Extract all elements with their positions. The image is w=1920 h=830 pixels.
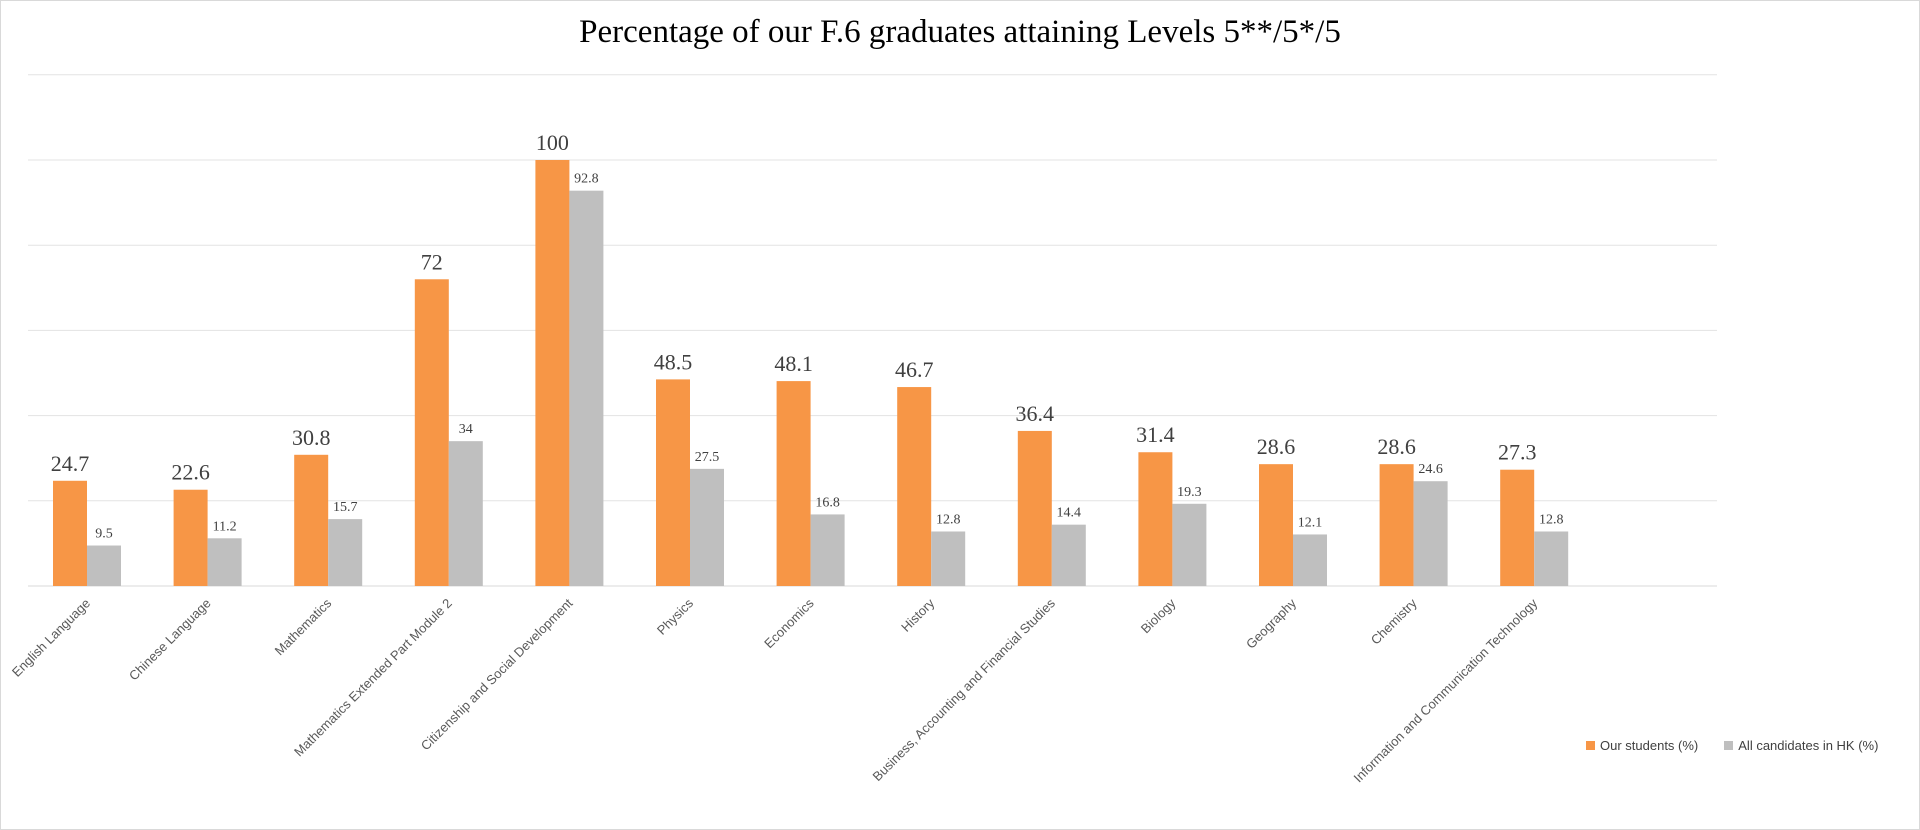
data-label-our-students: 72 [421,249,443,274]
category-label: English Language [9,596,93,680]
bar-our-students [1017,430,1052,586]
data-label-all-candidates: 34 [459,422,473,437]
bar-our-students [294,454,329,586]
data-label-all-candidates: 12.8 [1539,512,1564,527]
data-label-our-students: 24.7 [51,451,90,476]
data-label-all-candidates: 12.1 [1298,515,1323,530]
data-label-our-students: 30.8 [292,425,331,450]
category-label: Geography [1243,595,1299,651]
data-label-our-students: 46.7 [895,357,934,382]
bar-our-students [53,480,87,586]
data-label-our-students: 28.6 [1257,434,1296,459]
bar-our-students [656,379,690,586]
bar-our-students [414,279,449,586]
category-label: History [898,595,938,635]
bar-all-candidates [1413,481,1448,586]
bar-all-candidates [690,468,724,586]
data-label-all-candidates: 12.8 [936,512,961,527]
bar-all-candidates [1051,524,1086,586]
bar-all-candidates [569,190,604,586]
category-labels: English Language Chinese Language Mathemat… [9,595,1541,785]
legend-swatch-orange [1586,741,1595,750]
data-label-all-candidates: 24.6 [1418,462,1443,477]
category-label: Mathematics [272,595,335,658]
bars [53,160,1569,586]
legend-label: Our students (%) [1600,738,1699,753]
data-label-all-candidates: 11.2 [213,519,237,534]
bar-all-candidates [328,519,363,586]
bar-our-students [1500,469,1535,586]
bar-our-students [1259,464,1293,586]
data-label-our-students: 28.6 [1377,434,1416,459]
category-label: Chemistry [1368,595,1420,647]
legend: Our students (%) All candidates in HK (%… [1586,738,1904,753]
bar-all-candidates [1172,503,1207,586]
data-label-our-students: 100 [536,130,569,155]
legend-label: All candidates in HK (%) [1738,738,1879,753]
bar-all-candidates [931,531,966,586]
data-labels: 24.7 9.5 22.6 11.2 30.8 15.7 72 34 100 92.8 48.5 27… [51,130,1564,542]
bar-our-students [897,387,932,586]
legend-item-our-students: Our students (%) [1586,738,1698,753]
category-label: Economics [761,595,817,651]
bar-all-candidates [87,545,121,586]
bar-our-students [1379,464,1414,586]
bar-our-students [1138,452,1173,586]
data-label-our-students: 36.4 [1016,401,1055,426]
bar-all-candidates [810,514,845,586]
data-label-all-candidates: 27.5 [695,450,720,465]
data-label-our-students: 27.3 [1498,440,1537,465]
data-label-our-students: 48.1 [774,351,813,376]
data-label-all-candidates: 9.5 [95,527,113,542]
data-label-our-students: 31.4 [1136,422,1175,447]
category-label: Chinese Language [126,596,214,684]
legend-item-all-candidates: All candidates in HK (%) [1724,738,1878,753]
category-label: Physics [654,595,697,638]
data-label-all-candidates: 15.7 [333,500,358,515]
data-label-our-students: 48.5 [654,349,693,374]
bar-all-candidates [1293,534,1327,586]
gridlines [28,74,1717,587]
bar-all-candidates [448,441,483,586]
bar-our-students [776,381,811,586]
bar-our-students [535,160,570,586]
data-label-our-students: 22.6 [171,460,210,485]
data-label-all-candidates: 14.4 [1057,506,1082,521]
bar-our-students [173,489,208,586]
legend-swatch-gray [1724,741,1734,750]
chart-title: Percentage of our F.6 graduates attainin… [579,14,1341,50]
data-label-all-candidates: 16.8 [815,495,840,510]
category-label: Biology [1138,595,1179,636]
bar-all-candidates [207,538,242,586]
bar-all-candidates [1534,531,1569,586]
data-label-all-candidates: 92.8 [574,172,599,187]
data-label-all-candidates: 19.3 [1177,485,1202,500]
category-label: Information and Communication Technology [1351,595,1541,785]
